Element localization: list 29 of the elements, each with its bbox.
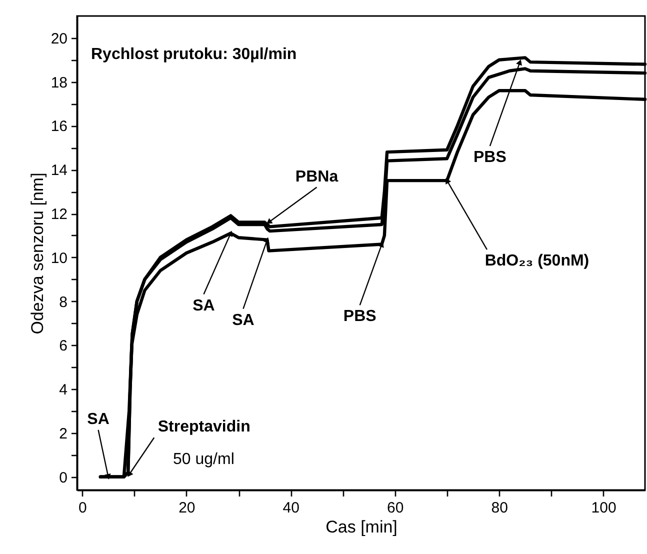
x-tick-label: 80 bbox=[491, 500, 508, 516]
annotation: SA bbox=[232, 312, 255, 329]
annotation: SA bbox=[192, 297, 216, 314]
x-axis-title: Cas [min] bbox=[326, 518, 398, 536]
annotation: PBS bbox=[473, 149, 507, 166]
x-tick-label: 100 bbox=[591, 500, 616, 516]
annotation: PBNa bbox=[295, 168, 338, 186]
x-tick-label: 40 bbox=[282, 500, 300, 516]
x-tick-label: 20 bbox=[178, 500, 196, 516]
y-tick-label: 0 bbox=[59, 469, 68, 486]
x-tick-label: 0 bbox=[78, 500, 87, 516]
y-tick-label: 12 bbox=[50, 206, 68, 223]
annotation: BdO₂₃ (50nM) bbox=[484, 252, 590, 270]
annotation: PBS bbox=[343, 308, 377, 326]
y-tick-label: 4 bbox=[59, 382, 68, 399]
y-tick-label: 2 bbox=[59, 425, 68, 442]
annotation: 50 ug/ml bbox=[173, 451, 234, 468]
y-tick-label: 16 bbox=[50, 118, 68, 136]
y-tick-label: 20 bbox=[50, 30, 68, 48]
y-axis-title: Odezva senzoru [nm] bbox=[28, 172, 47, 334]
y-tick-label: 10 bbox=[50, 250, 68, 267]
x-tick-label: 60 bbox=[387, 500, 404, 516]
y-tick-label: 14 bbox=[50, 162, 68, 180]
y-tick-label: 18 bbox=[50, 74, 68, 92]
y-tick-label: 8 bbox=[59, 294, 68, 311]
annotation: Streptavidin bbox=[158, 418, 250, 436]
annotation: SA bbox=[87, 410, 110, 428]
y-tick-label: 6 bbox=[59, 338, 68, 355]
annotation: Rychlost prutoku: 30µl/min bbox=[91, 46, 297, 63]
